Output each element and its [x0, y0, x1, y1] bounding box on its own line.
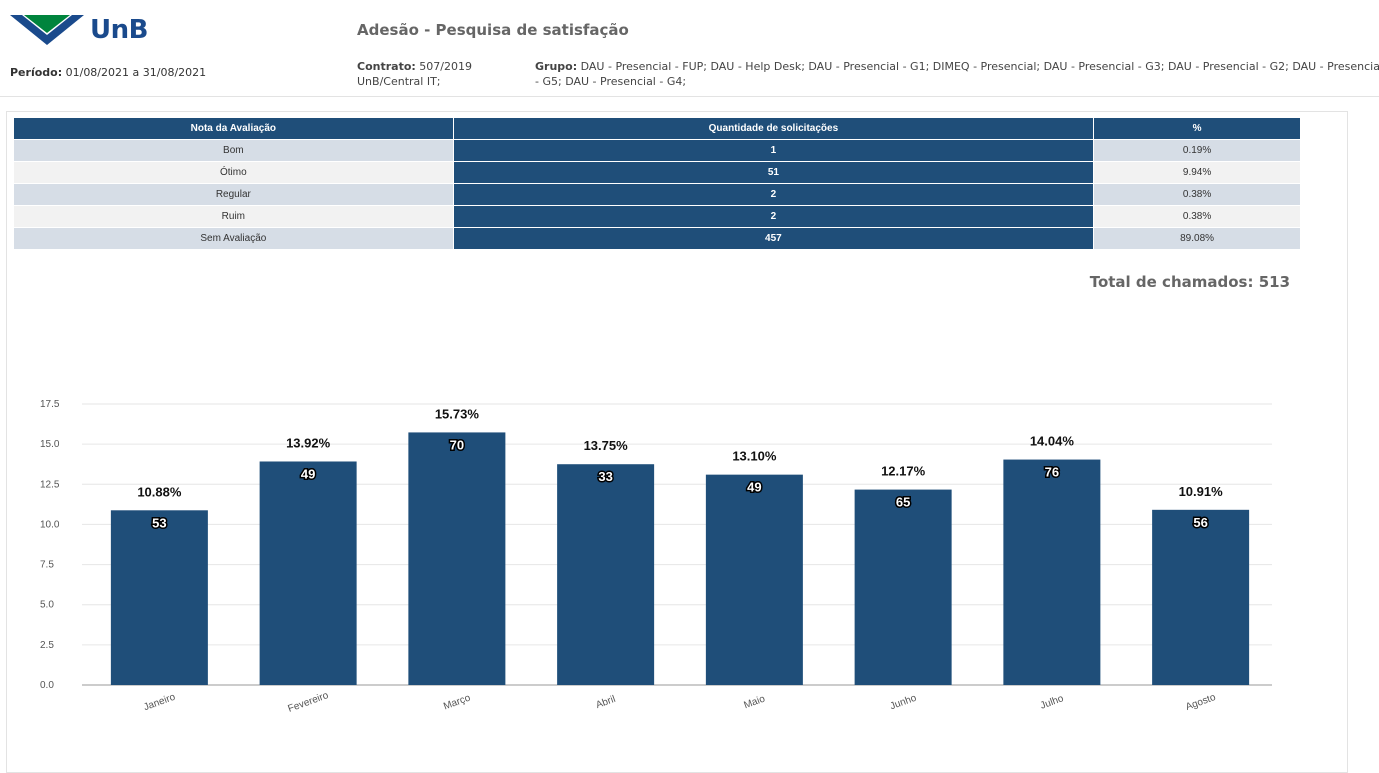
cell-nota: Regular — [14, 184, 454, 206]
bar-count-label: 65 — [896, 495, 910, 510]
table-row: Ótimo 51 9.94% — [14, 162, 1301, 184]
cell-quantidade: 2 — [453, 184, 1093, 206]
bar — [111, 510, 208, 685]
table-header-row: Nota da Avaliação Quantidade de solicita… — [14, 118, 1301, 140]
periodo-value: 01/08/2021 a 31/08/2021 — [66, 66, 207, 79]
contrato-label: Contrato: — [357, 60, 416, 73]
y-tick-label: 5.0 — [40, 600, 54, 611]
bar-count-label: 33 — [598, 469, 612, 484]
unb-logo-icon — [10, 15, 84, 45]
bar — [260, 461, 357, 685]
ratings-table: Nota da Avaliação Quantidade de solicita… — [13, 117, 1301, 250]
x-category-label: Junho — [889, 692, 919, 712]
x-category-label: Julho — [1039, 693, 1066, 712]
cell-pct: 0.38% — [1094, 206, 1301, 228]
bar-pct-label: 14.04% — [1030, 434, 1075, 449]
column-header-nota: Nota da Avaliação — [14, 118, 454, 140]
cell-quantidade: 51 — [453, 162, 1093, 184]
cell-pct: 9.94% — [1094, 162, 1301, 184]
unb-logo: UnB — [10, 12, 148, 48]
bar-count-label: 56 — [1193, 515, 1207, 530]
bar-count-label: 76 — [1045, 465, 1059, 480]
bar — [855, 490, 952, 685]
y-tick-label: 0.0 — [40, 680, 54, 691]
x-category-label: Agosto — [1184, 692, 1217, 713]
bar-count-label: 70 — [450, 437, 464, 452]
grupo-value: DAU - Presencial - FUP; DAU - Help Desk;… — [581, 60, 1379, 73]
contrato: Contrato: 507/2019 UnB/Central IT; — [357, 59, 472, 89]
bar-pct-label: 12.17% — [881, 464, 926, 479]
bar-count-label: 53 — [152, 515, 166, 530]
bar — [408, 432, 505, 685]
cell-pct: 0.38% — [1094, 184, 1301, 206]
bar — [557, 464, 654, 685]
bar — [706, 475, 803, 685]
x-category-label: Maio — [742, 693, 767, 711]
bar-pct-label: 13.10% — [732, 449, 777, 464]
contrato-value: 507/2019 — [419, 60, 472, 73]
bar-pct-label: 10.91% — [1179, 484, 1224, 499]
y-tick-label: 10.0 — [40, 519, 60, 530]
cell-nota: Sem Avaliação — [14, 228, 454, 250]
column-header-quantidade: Quantidade de solicitações — [453, 118, 1093, 140]
column-header-pct: % — [1094, 118, 1301, 140]
cell-pct: 89.08% — [1094, 228, 1301, 250]
table-row: Sem Avaliação 457 89.08% — [14, 228, 1301, 250]
logo-text: UnB — [90, 15, 148, 45]
cell-quantidade: 2 — [453, 206, 1093, 228]
x-category-label: Janeiro — [142, 692, 177, 714]
cell-nota: Ótimo — [14, 162, 454, 184]
bar — [1003, 460, 1100, 685]
table-row: Regular 2 0.38% — [14, 184, 1301, 206]
bar-pct-label: 10.88% — [137, 484, 182, 499]
bar — [1152, 510, 1249, 685]
bar-count-label: 49 — [747, 480, 761, 495]
table-row: Ruim 2 0.38% — [14, 206, 1301, 228]
cell-pct: 0.19% — [1094, 140, 1301, 162]
y-tick-label: 15.0 — [40, 439, 60, 450]
y-tick-label: 17.5 — [40, 399, 60, 410]
grupo: Grupo: DAU - Presencial - FUP; DAU - Hel… — [535, 59, 1379, 91]
cell-quantidade: 457 — [453, 228, 1093, 250]
cell-nota: Ruim — [14, 206, 454, 228]
bar-count-label: 49 — [301, 466, 315, 481]
bar-pct-label: 13.92% — [286, 435, 331, 450]
total-chamados: Total de chamados: 513 — [1090, 273, 1290, 291]
y-tick-label: 2.5 — [40, 640, 54, 651]
grupo-value-2: - G5; DAU - Presencial - G4; — [535, 74, 1379, 89]
periodo-label: Período: — [10, 66, 62, 79]
page-title: Adesão - Pesquisa de satisfação — [357, 21, 629, 39]
monthly-bar-chart: 0.0 2.5 5.0 7.5 10.0 12.5 15.0 17.5 10.88% 53 Jane… — [0, 380, 1379, 765]
bar-pct-label: 15.73% — [435, 406, 480, 421]
contrato-org: UnB/Central IT; — [357, 74, 472, 89]
bar-pct-label: 13.75% — [584, 438, 629, 453]
x-category-label: Fevereiro — [287, 690, 331, 715]
y-tick-label: 7.5 — [40, 560, 54, 571]
table-row: Bom 1 0.19% — [14, 140, 1301, 162]
grupo-label: Grupo: — [535, 60, 577, 73]
report-header: UnB Período: 01/08/2021 a 31/08/2021 Ade… — [0, 0, 1379, 97]
cell-nota: Bom — [14, 140, 454, 162]
cell-quantidade: 1 — [453, 140, 1093, 162]
x-category-label: Março — [442, 692, 472, 712]
y-tick-label: 12.5 — [40, 479, 60, 490]
periodo: Período: 01/08/2021 a 31/08/2021 — [10, 66, 206, 79]
x-category-label: Abril — [595, 694, 618, 711]
